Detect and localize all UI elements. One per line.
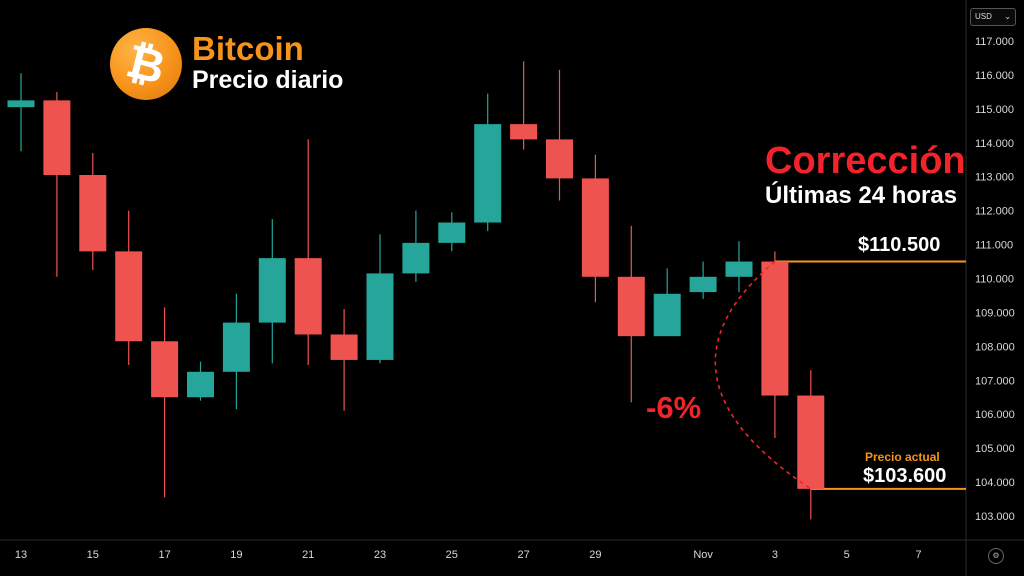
price-tick-label: 115.000 bbox=[975, 104, 1014, 116]
candle-body bbox=[689, 276, 717, 293]
price-tick-label: 113.000 bbox=[975, 172, 1014, 184]
candle bbox=[438, 212, 466, 252]
time-tick-label: 5 bbox=[844, 549, 850, 561]
price-tick-label: 116.000 bbox=[975, 70, 1014, 82]
correction-subtitle: Últimas 24 horas bbox=[765, 182, 958, 209]
candle-body bbox=[617, 276, 645, 337]
price-tick-label: 106.000 bbox=[975, 409, 1015, 421]
candle bbox=[151, 307, 179, 498]
price-tick-label: 114.000 bbox=[975, 138, 1014, 150]
candle-body bbox=[761, 261, 789, 396]
candle-body bbox=[438, 222, 466, 243]
candle-body bbox=[258, 258, 286, 323]
price-tick-label: 107.000 bbox=[975, 375, 1015, 387]
candle bbox=[617, 225, 645, 403]
time-tick-label: 7 bbox=[915, 549, 921, 561]
candles bbox=[7, 61, 825, 520]
candle bbox=[581, 154, 609, 303]
candle-body bbox=[402, 242, 430, 274]
candle-body bbox=[510, 124, 538, 140]
price-tick-label: 108.000 bbox=[975, 341, 1015, 353]
candle bbox=[79, 152, 107, 271]
price-tick-label: 110.000 bbox=[975, 274, 1014, 286]
time-axis[interactable]: 13 15 17 19 21 23 25 27 29 Nov 3 5 7 bbox=[15, 549, 922, 561]
settings-icon[interactable]: ⚙ bbox=[988, 548, 1004, 564]
candle bbox=[402, 210, 430, 282]
time-tick-label: 21 bbox=[302, 549, 314, 561]
time-tick-label: Nov bbox=[693, 549, 713, 561]
candle bbox=[258, 219, 286, 364]
candle-body bbox=[581, 178, 609, 277]
candle-body bbox=[187, 371, 214, 398]
correction-arc bbox=[714, 260, 812, 490]
candle-body bbox=[222, 322, 250, 372]
time-tick-label: 19 bbox=[230, 549, 242, 561]
price-tick-label: 103.000 bbox=[975, 511, 1015, 523]
candle bbox=[689, 261, 717, 299]
correction-title: Corrección bbox=[765, 140, 966, 182]
candle-body bbox=[151, 341, 179, 398]
price-levels bbox=[774, 260, 966, 490]
candle-body bbox=[330, 334, 358, 360]
time-tick-label: 27 bbox=[517, 549, 529, 561]
price-tick-label: 117.000 bbox=[975, 36, 1014, 48]
candle bbox=[474, 93, 502, 231]
chart-subtitle: Precio diario bbox=[192, 66, 344, 94]
candle bbox=[797, 370, 825, 520]
high-price-label: $110.500 bbox=[858, 234, 941, 256]
candle-body bbox=[43, 100, 71, 176]
candle bbox=[43, 91, 71, 277]
time-tick-label: 23 bbox=[374, 549, 386, 561]
percent-change-label: -6% bbox=[646, 390, 702, 425]
candle-body bbox=[79, 175, 107, 252]
candle bbox=[761, 251, 789, 438]
candle-body bbox=[797, 395, 825, 489]
candle bbox=[7, 73, 35, 152]
candle-body bbox=[7, 100, 35, 108]
candle bbox=[222, 293, 250, 410]
price-tick-label: 112.000 bbox=[975, 206, 1014, 218]
currency-label: USD bbox=[975, 12, 992, 21]
candle-body bbox=[294, 258, 322, 335]
correction-arc-path bbox=[714, 260, 812, 490]
time-tick-label: 13 bbox=[15, 549, 27, 561]
time-tick-label: 15 bbox=[87, 549, 99, 561]
price-tick-label: 109.000 bbox=[975, 307, 1015, 319]
candle bbox=[510, 61, 538, 150]
candle-body bbox=[546, 139, 573, 179]
current-price-label: $103.600 bbox=[863, 465, 947, 487]
price-tick-label: 111.000 bbox=[975, 240, 1013, 252]
candle bbox=[653, 268, 681, 337]
candle-body bbox=[725, 261, 753, 277]
time-tick-label: 17 bbox=[158, 549, 170, 561]
price-tick-label: 104.000 bbox=[975, 477, 1015, 489]
candle-body bbox=[474, 124, 502, 223]
current-price-caption: Precio actual bbox=[865, 450, 940, 464]
chevron-down-icon: ⌄ bbox=[1004, 12, 1011, 21]
candle-body bbox=[366, 273, 394, 360]
bitcoin-logo-icon: ₿ bbox=[110, 28, 182, 100]
currency-selector[interactable]: USD ⌄ bbox=[970, 8, 1016, 26]
candle bbox=[294, 139, 322, 366]
candle-body bbox=[653, 293, 681, 337]
time-tick-label: 3 bbox=[772, 549, 778, 561]
time-tick-label: 29 bbox=[589, 549, 601, 561]
candle bbox=[366, 234, 394, 364]
candle bbox=[115, 210, 143, 366]
time-tick-label: 25 bbox=[446, 549, 458, 561]
candle bbox=[187, 361, 214, 401]
candle-body bbox=[115, 251, 143, 342]
candle bbox=[725, 241, 753, 293]
candle bbox=[546, 69, 573, 201]
price-axis[interactable]: 103.000 104.000 105.000 106.000 107.000 108.0… bbox=[975, 36, 1015, 523]
chart-title: Bitcoin bbox=[192, 30, 304, 67]
price-tick-label: 105.000 bbox=[975, 443, 1015, 455]
candle bbox=[330, 309, 358, 411]
